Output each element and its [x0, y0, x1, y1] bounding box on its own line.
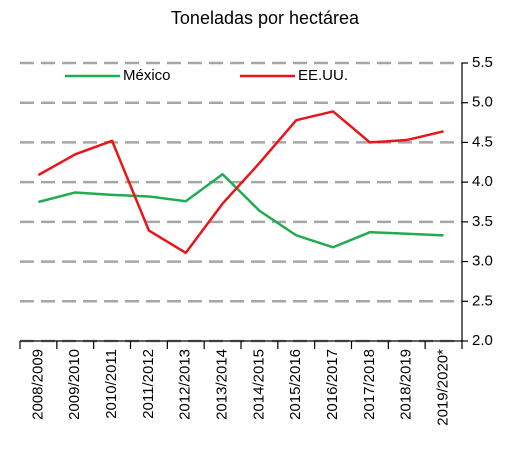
x-tick-label: 2008/2009	[29, 349, 46, 420]
legend-label: México	[123, 67, 171, 84]
x-tick-label: 2016/2017	[324, 349, 341, 420]
x-tick-label: 2010/2011	[103, 349, 120, 419]
y-tick-label: 4.0	[472, 173, 493, 190]
x-tick-label: 2018/2019	[398, 349, 415, 420]
x-tick-label: 2013/2014	[214, 349, 231, 420]
x-tick-label: 2014/2015	[250, 349, 267, 420]
x-tick-label: 2011/2012	[140, 349, 157, 419]
x-tick-label: 2012/2013	[177, 349, 194, 420]
series-line	[38, 172, 444, 249]
legend-label: EE.UU.	[298, 67, 348, 84]
y-tick-label: 4.5	[472, 133, 493, 150]
y-tick-label: 3.5	[472, 213, 493, 230]
y-tick-label: 2.5	[472, 292, 493, 309]
series-line	[37, 110, 444, 255]
x-tick-label: 2009/2010	[66, 349, 83, 420]
x-tick-label: 2015/2016	[287, 349, 304, 420]
x-tick-label: 2017/2018	[361, 349, 378, 420]
y-tick-label: 5.5	[472, 54, 493, 71]
y-tick-label: 5.0	[472, 94, 493, 111]
chart-title: Toneladas por hectárea	[171, 8, 360, 28]
x-tick-label: 2019/2020*	[435, 349, 452, 426]
y-tick-label: 2.0	[472, 332, 493, 349]
y-tick-label: 3.0	[472, 253, 493, 270]
